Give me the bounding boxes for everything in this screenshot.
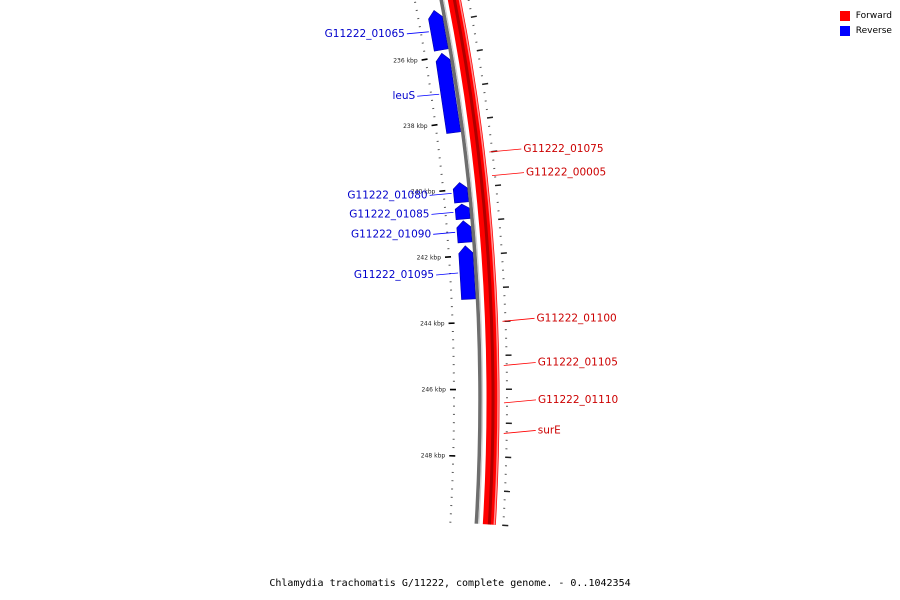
major-tick <box>421 58 428 61</box>
forward-gene-label: surE <box>538 424 561 436</box>
reverse-gene-label: G11222_01090 <box>351 228 431 240</box>
reverse-gene-block <box>458 245 476 300</box>
genome-caption: Chlamydia trachomatis G/11222, complete … <box>269 578 631 589</box>
reverse-gene-label: G11222_01085 <box>349 208 429 220</box>
legend-forward: Forward <box>839 8 892 23</box>
forward-strand-layer: G11222_01055G11222_01060G11222_01075G112… <box>447 0 618 525</box>
legend-forward-label: Forward <box>855 10 892 21</box>
forward-gene-leader <box>503 362 536 366</box>
reverse-gene-leader <box>433 231 456 235</box>
outer-major-tick <box>482 82 489 86</box>
forward-gene-leader <box>503 430 536 434</box>
forward-swatch <box>839 10 850 21</box>
reverse-gene-leader <box>431 212 454 215</box>
forward-ring-highlight <box>458 0 499 525</box>
outer-major-tick <box>486 116 494 119</box>
reverse-gene-leader <box>429 192 452 196</box>
forward-gene-leader <box>491 172 525 177</box>
forward-gene-label: G11222_00005 <box>526 167 606 179</box>
backbone-highlight <box>443 0 484 524</box>
legend: Forward Reverse <box>839 8 892 38</box>
outer-major-tick <box>498 218 505 221</box>
reverse-gene-leader <box>436 272 459 276</box>
major-tick <box>439 189 446 193</box>
forward-ring-shade <box>452 0 495 525</box>
tick-label: 240 kbp <box>411 189 436 196</box>
reverse-gene-label: G11222_01065 <box>325 28 405 40</box>
reverse-gene-block <box>452 182 469 204</box>
genome-backbone <box>439 0 484 524</box>
reverse-gene-label: G11222_01095 <box>354 269 434 281</box>
major-tick <box>431 123 438 127</box>
tick-label: 244 kbp <box>420 320 445 327</box>
backbone-ring <box>439 0 482 524</box>
outer-major-tick <box>470 15 477 19</box>
tick-label: 246 kbp <box>422 387 447 394</box>
outer-major-tick <box>494 184 502 187</box>
reverse-gene-block <box>428 10 449 52</box>
forward-gene-label: G11222_01105 <box>538 356 618 368</box>
forward-gene-label: G11222_01100 <box>537 312 617 324</box>
outer-major-tick <box>476 49 483 52</box>
tick-label: 238 kbp <box>403 123 428 130</box>
reverse-gene-block <box>456 220 473 244</box>
reverse-gene-leader <box>417 93 440 97</box>
tick-label: 236 kbp <box>393 58 418 65</box>
reverse-gene-leader <box>406 31 429 35</box>
forward-gene-label: G11222_01075 <box>523 143 603 155</box>
reverse-gene-label: leuS <box>393 90 416 102</box>
reverse-gene-label: G11222_01080 <box>347 189 427 201</box>
legend-reverse: Reverse <box>839 23 892 38</box>
tick-label: 242 kbp <box>417 255 442 262</box>
forward-gene-leader <box>503 399 537 404</box>
reverse-strand-layer: G11222_01065 leuS G11222_01080 G11222_01085… <box>325 10 476 300</box>
tick-label: 248 kbp <box>421 453 446 460</box>
legend-reverse-label: Reverse <box>855 25 892 36</box>
forward-gene-leader <box>502 317 535 322</box>
reverse-swatch <box>839 25 850 36</box>
forward-gene-label: G11222_01110 <box>538 394 618 406</box>
forward-gene-leader <box>489 148 522 153</box>
reverse-gene-block <box>454 203 471 221</box>
reverse-gene-block <box>435 52 461 134</box>
